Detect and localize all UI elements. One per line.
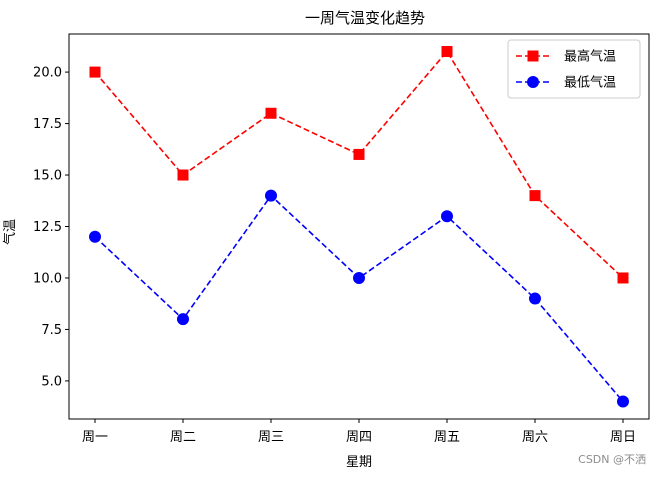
data-point-2: [353, 271, 365, 284]
legend-marker-2: [527, 76, 539, 88]
data-point-2: [617, 395, 629, 408]
data-point-1: [265, 107, 277, 119]
data-point-1: [617, 272, 629, 284]
x-tick-label: 周一: [82, 430, 108, 445]
y-tick-label: 12.5: [33, 220, 62, 235]
y-tick-label: 7.5: [41, 323, 62, 338]
y-tick-label: 20.0: [33, 66, 62, 81]
x-tick-label: 周四: [346, 430, 372, 445]
watermark: CSDN @不洒: [578, 453, 646, 466]
data-point-1: [353, 148, 365, 160]
data-point-1: [177, 169, 189, 181]
x-tick-label: 周三: [258, 430, 284, 445]
legend-label-2: 最低气温: [564, 75, 616, 91]
data-point-2: [529, 292, 541, 305]
y-tick-label: 15.0: [33, 169, 62, 184]
data-point-1: [89, 66, 101, 78]
y-tick-label: 5.0: [41, 374, 62, 389]
x-tick-label: 周六: [522, 430, 548, 445]
data-point-2: [265, 189, 277, 202]
x-tick-label: 周五: [434, 430, 460, 445]
x-tick-label: 周日: [610, 430, 636, 445]
legend-marker-1: [527, 50, 539, 62]
x-axis-label: 星期: [346, 455, 372, 470]
chart-title: 一周气温变化趋势: [305, 9, 425, 27]
plot-area: 5.0 7.5 10.0 12.5 15.0 17.5 20.0 周一 周二 周三 周四 周五 周六 周日…: [33, 33, 650, 445]
legend-label-1: 最高气温: [564, 49, 616, 65]
data-point-1: [529, 190, 541, 202]
data-point-2: [177, 313, 189, 326]
legend-box: [507, 39, 641, 99]
y-tick-label: 17.5: [33, 117, 62, 132]
y-axis-label: 气温: [2, 219, 18, 245]
x-tick-label: 周二: [170, 430, 196, 445]
series-line-2: [94, 194, 624, 403]
data-point-2: [89, 230, 101, 243]
data-point-1: [441, 46, 453, 57]
y-tick-label: 10.0: [33, 271, 62, 286]
data-point-2: [441, 210, 453, 223]
